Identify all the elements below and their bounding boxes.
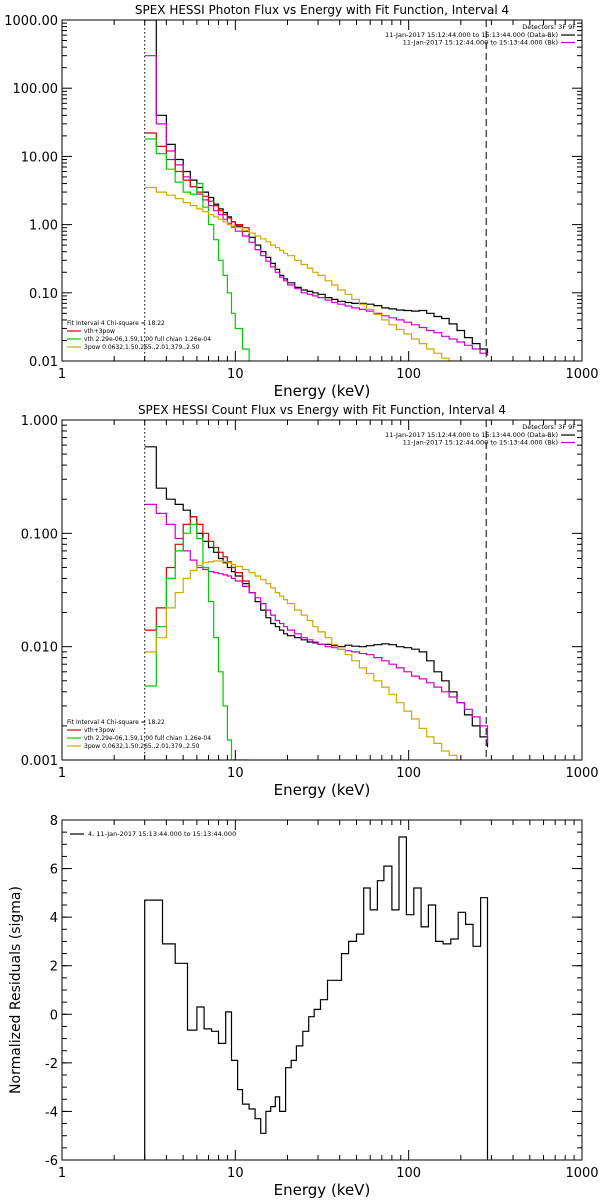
y-tick-label: 8 xyxy=(50,814,58,829)
fit-info-line: 3pow 0.0632,1.50,265.,2.01,379.,2.50 xyxy=(84,344,200,351)
series-group xyxy=(144,446,489,760)
y-tick-label: 0.01 xyxy=(29,355,58,370)
y-tick-label: 1.000 xyxy=(21,414,58,429)
fit-info: Fit Interval 4 Chi-square = 18.22vth+3po… xyxy=(67,719,211,750)
y-tick-label: -6 xyxy=(45,1154,58,1169)
series-line-1 xyxy=(144,20,489,356)
series-line-5 xyxy=(144,560,458,760)
x-axis-label: Energy (keV) xyxy=(274,382,371,400)
chart-panel-3: 1 10 100 1000 Energy (keV) -6 -4 -2 0 2 4 6 8 Normali… xyxy=(8,814,599,1199)
legend: 4. 11-Jan-2017 15:13:44.000 to 15:13:44.… xyxy=(70,830,236,838)
fit-info-line: Fit Interval 4 Chi-square = 18.22 xyxy=(67,320,165,327)
x-axis-label: Energy (keV) xyxy=(274,1181,371,1199)
plot-frame xyxy=(61,19,583,362)
detector-label: Detectors: 3F 9F xyxy=(522,23,576,31)
y-tick-label: 1.00 xyxy=(29,219,58,234)
x-axis: 1 10 100 1000 Energy (keV) xyxy=(58,420,599,799)
series-line-2 xyxy=(144,55,489,356)
chart-panel-2: SPEX HESSI Count Flux vs Energy with Fit… xyxy=(21,403,599,799)
y-tick-label: 0.001 xyxy=(21,754,58,769)
y-tick-label: 10.00 xyxy=(21,150,58,165)
y-tick-label: 0 xyxy=(50,1008,58,1023)
series-line-4 xyxy=(144,138,250,361)
y-axis: 0.01 0.10 1.00 10.00 100.00 1000.00 xyxy=(4,14,582,370)
x-axis-label: Energy (keV) xyxy=(274,781,371,799)
x-tick-label: 10 xyxy=(227,1166,244,1181)
series-group xyxy=(144,20,489,361)
fit-info-line: Fit Interval 4 Chi-square = 18.22 xyxy=(67,719,165,726)
x-tick-label: 1000 xyxy=(565,367,598,382)
x-axis: 1 10 100 1000 Energy (keV) xyxy=(58,20,599,400)
x-tick-label: 100 xyxy=(396,1166,421,1181)
fit-info-line: 3pow 0.0632,1.50,265.,2.01,379.,2.50 xyxy=(84,743,200,750)
legend-entry: 11-Jan-2017 15:12:44.000 to 15:13:44.000… xyxy=(385,31,558,39)
series-line-1 xyxy=(144,446,489,748)
fit-info-line: vth+3pow xyxy=(84,328,115,335)
legend-entry: 11-Jan-2017 15:12:44.000 to 15:13:44.000… xyxy=(403,439,558,447)
fit-info-line: vth 2.29e-06,1.59,1.00 full chian 1.26e-… xyxy=(84,735,211,742)
x-tick-label: 100 xyxy=(396,367,421,382)
y-axis: 0.001 0.010 0.100 1.000 xyxy=(21,414,582,769)
x-tick-label: 1000 xyxy=(565,1166,598,1181)
y-tick-label: 0.010 xyxy=(21,641,58,656)
fit-info-line: vth+3pow xyxy=(84,727,115,734)
y-tick-label: 6 xyxy=(50,863,58,878)
y-tick-label: 100.00 xyxy=(13,82,59,97)
y-axis: -6 -4 -2 0 2 4 6 8 Normalized Residuals (sigma) xyxy=(8,814,582,1169)
plot-frame xyxy=(61,819,583,1161)
x-tick-label: 100 xyxy=(396,766,421,781)
y-tick-label: 0.10 xyxy=(29,287,58,302)
legend-entry: 4. 11-Jan-2017 15:13:44.000 to 15:13:44.… xyxy=(88,830,236,838)
y-tick-label: -4 xyxy=(45,1105,58,1120)
chart-title: SPEX HESSI Count Flux vs Energy with Fit… xyxy=(138,403,506,417)
x-tick-label: 1 xyxy=(58,367,66,382)
x-tick-label: 10 xyxy=(227,766,244,781)
legend-entry: 11-Jan-2017 15:12:44.000 to 15:13:44.000… xyxy=(385,431,558,439)
detector-label: Detectors: 3F 9F xyxy=(522,423,576,431)
series-line-1 xyxy=(144,836,489,1160)
legend-entry: 11-Jan-2017 15:12:44.000 to 15:13:44.000… xyxy=(403,39,558,47)
x-tick-label: 1 xyxy=(58,766,66,781)
x-axis: 1 10 100 1000 Energy (keV) xyxy=(58,820,599,1199)
series-group xyxy=(144,836,489,1160)
plot-frame xyxy=(61,419,583,761)
x-tick-label: 10 xyxy=(227,367,244,382)
y-axis-label: Normalized Residuals (sigma) xyxy=(8,886,24,1094)
y-tick-label: 1000.00 xyxy=(4,14,58,29)
series-line-4 xyxy=(144,523,250,760)
x-tick-label: 1 xyxy=(58,1166,66,1181)
chart-title: SPEX HESSI Photon Flux vs Energy with Fi… xyxy=(135,3,509,17)
series-line-3 xyxy=(144,132,250,232)
series-line-5 xyxy=(144,186,457,361)
series-line-2 xyxy=(144,503,489,744)
y-tick-label: 0.100 xyxy=(21,527,58,542)
fit-info: Fit Interval 4 Chi-square = 18.22vth+3po… xyxy=(67,320,211,351)
y-tick-label: 4 xyxy=(50,911,58,926)
y-tick-label: 2 xyxy=(50,960,58,975)
y-tick-label: -2 xyxy=(45,1057,58,1072)
chart-panel-1: SPEX HESSI Photon Flux vs Energy with Fi… xyxy=(4,3,598,400)
fit-info-line: vth 2.29e-06,1.59,1.00 full chian 1.26e-… xyxy=(84,336,211,343)
x-tick-label: 1000 xyxy=(565,766,598,781)
